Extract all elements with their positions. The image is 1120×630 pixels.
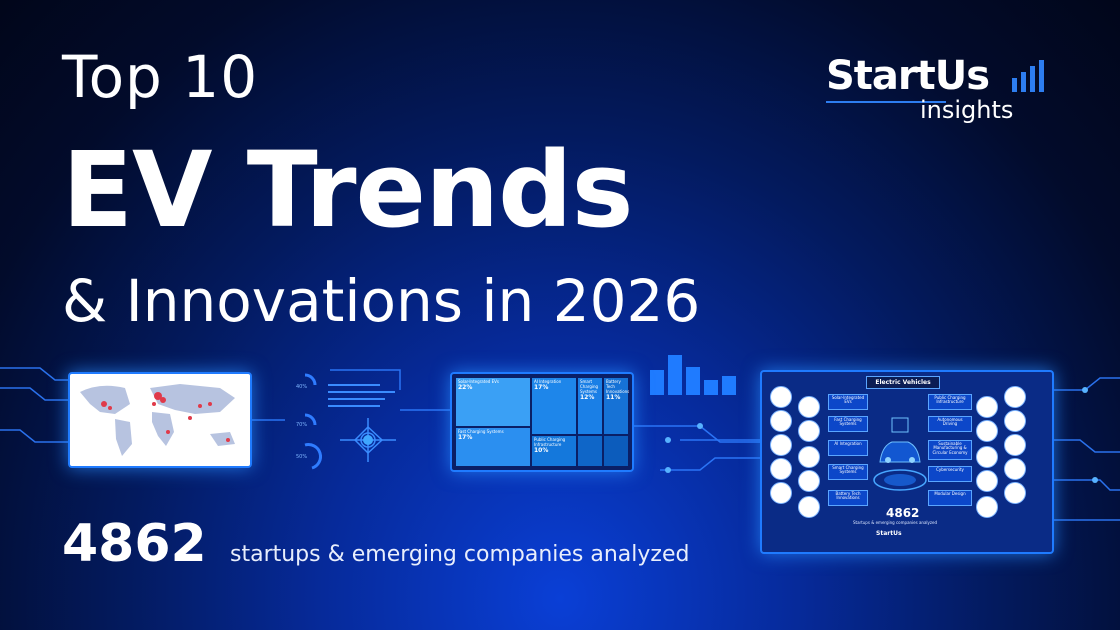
circuit-decoration: 40% 70% 50% xyxy=(0,355,1120,521)
startup-logo xyxy=(1004,386,1026,408)
treemap-cell-value: 17% xyxy=(534,384,549,391)
trend-box: Public Charging Infrastructure xyxy=(928,394,972,410)
trend-box: Solar-Integrated EVs xyxy=(828,394,868,410)
signal-bars-icon xyxy=(1012,60,1044,92)
startup-logo xyxy=(798,420,820,442)
trend-box: Battery Tech Innovations xyxy=(828,490,868,506)
ev-car-icon xyxy=(873,417,927,491)
startup-logo xyxy=(976,496,998,518)
startup-logo xyxy=(976,470,998,492)
startup-logo xyxy=(976,446,998,468)
startup-count-description: startups & emerging companies analyzed xyxy=(230,542,690,567)
headline-subtitle: & Innovations in 2026 xyxy=(62,267,701,335)
treemap-cell-value: 10% xyxy=(534,447,549,454)
startup-logo xyxy=(976,396,998,418)
startup-logo xyxy=(770,410,792,432)
ev-panel-title: Electric Vehicles xyxy=(866,376,940,389)
treemap-cell-value: 11% xyxy=(606,394,621,401)
treemap-cell: Smart Charging Systems 12% xyxy=(578,378,602,434)
trend-box: Autonomous Driving xyxy=(928,416,972,432)
treemap-cell: Fast Charging Systems 17% xyxy=(456,428,530,466)
treemap-cell: Battery Tech Innovations 11% xyxy=(604,378,630,434)
startup-logo xyxy=(798,470,820,492)
treemap-cell-label: Public Charging Infrastructure xyxy=(534,437,566,447)
treemap-cell-label: AI Integration xyxy=(534,379,562,384)
headline-top: Top 10 xyxy=(62,43,259,111)
brand-tagline: insights xyxy=(920,96,1014,124)
treemap-cell-label: Solar-Integrated EVs xyxy=(458,379,499,384)
trend-box: Sustainable Manufacturing & Circular Eco… xyxy=(928,440,972,460)
startup-logo xyxy=(1004,434,1026,456)
startup-logo xyxy=(976,420,998,442)
startup-logo xyxy=(798,446,820,468)
startup-logo xyxy=(770,482,792,504)
treemap-cell-label: Smart Charging Systems xyxy=(580,379,599,394)
trend-box: Smart Charging Systems xyxy=(828,464,868,480)
startup-logo xyxy=(798,496,820,518)
ev-panel-count: 4862 xyxy=(886,506,920,520)
svg-text:40%: 40% xyxy=(296,384,307,390)
brand-name: StartUs xyxy=(826,53,990,99)
treemap-cell-value: 17% xyxy=(458,434,473,441)
treemap-cell-label: Battery Tech Innovations xyxy=(606,379,630,394)
svg-text:50%: 50% xyxy=(296,454,307,460)
trend-box: Cybersecurity xyxy=(928,466,972,482)
trend-box: Fast Charging Systems xyxy=(828,416,868,432)
startup-count: 4862 xyxy=(62,514,207,574)
treemap-cell: Solar-Integrated EVs 22% xyxy=(456,378,530,426)
treemap-cell: Public Charging Infrastructure 10% xyxy=(532,436,576,466)
svg-text:70%: 70% xyxy=(296,422,307,428)
trend-box: Modular Design xyxy=(928,490,972,506)
startup-logo xyxy=(1004,410,1026,432)
startup-logo xyxy=(770,434,792,456)
treemap-cell-value: 12% xyxy=(580,394,595,401)
ev-panel-brand: StartUs xyxy=(876,530,902,537)
treemap-cell: AI Integration 17% xyxy=(532,378,576,434)
ev-panel-caption: Startups & emerging companies analyzed xyxy=(853,520,937,525)
treemap-cell-label: Fast Charging Systems xyxy=(458,429,504,434)
startup-logo xyxy=(1004,482,1026,504)
startup-logo xyxy=(1004,458,1026,480)
startup-logo xyxy=(798,396,820,418)
treemap-cell xyxy=(604,436,628,466)
headline-main: EV Trends xyxy=(62,129,633,251)
treemap-cell xyxy=(578,436,602,466)
world-map-panel xyxy=(68,372,252,468)
treemap-panel: Solar-Integrated EVs 22% Fast Charging S… xyxy=(450,372,634,472)
brand-underline xyxy=(826,101,946,103)
startup-logo xyxy=(770,458,792,480)
trend-box: AI Integration xyxy=(828,440,868,456)
startup-logo xyxy=(770,386,792,408)
treemap-cell-value: 22% xyxy=(458,384,473,391)
brand-logo: StartUs insights xyxy=(826,54,1056,124)
world-map xyxy=(80,384,235,456)
